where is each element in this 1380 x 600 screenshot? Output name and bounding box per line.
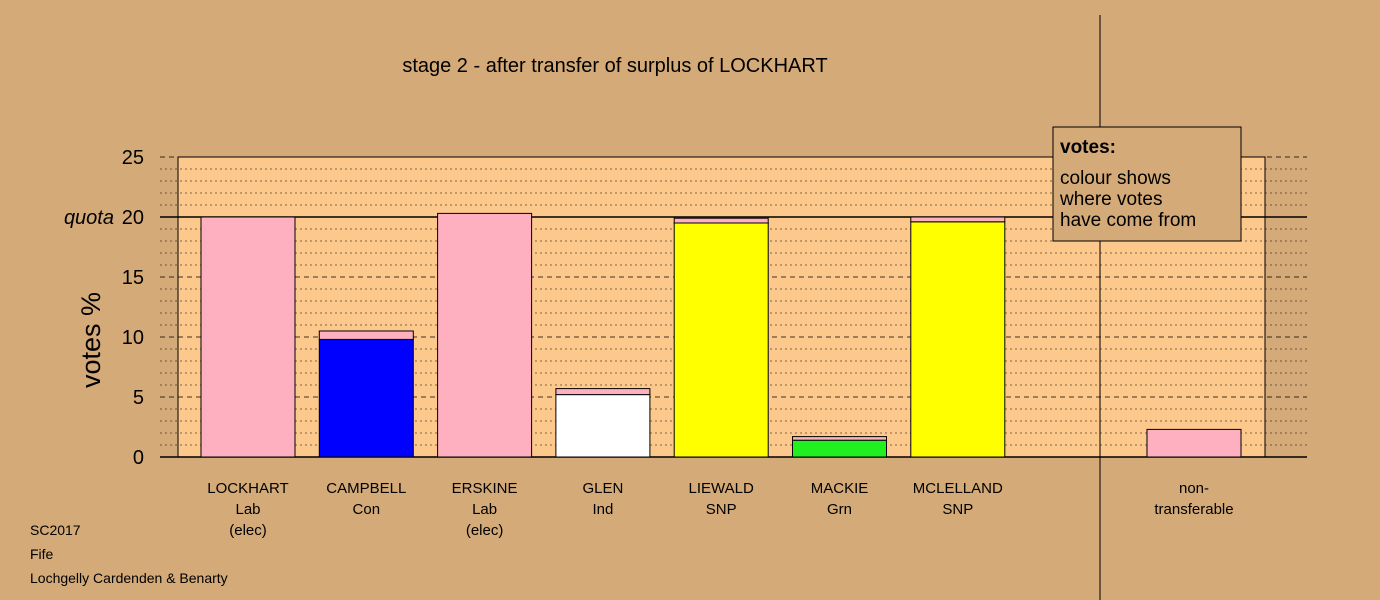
- legend-line-1: colour shows: [1060, 168, 1171, 189]
- non-transferable-label: transferable: [1154, 501, 1233, 518]
- bar-glen-ind: [555, 394, 651, 458]
- footer-line-3: Lochgelly Cardenden & Benarty: [30, 570, 228, 586]
- bar-non-transferable-lab: [1146, 428, 1242, 458]
- bar-glen-lab: [555, 388, 651, 396]
- bar-mackie-grn: [792, 439, 887, 458]
- bar-liewald-lab: [673, 217, 769, 224]
- candidate-name: ERSKINE: [452, 480, 518, 497]
- bar-erskine-lab: [437, 212, 533, 458]
- candidate-party: SNP: [706, 501, 737, 518]
- candidate-name: GLEN: [582, 480, 623, 497]
- legend-line-2: where votes: [1059, 189, 1162, 210]
- candidate-name: LOCKHART: [207, 480, 288, 497]
- bar-campbell-lab: [318, 330, 414, 340]
- footer-line-2: Fife: [30, 546, 54, 562]
- y-tick-label: 0: [133, 447, 144, 469]
- x-axis-labels: LOCKHART Lab (elec) CAMPBELL Con ERSKINE Lab (e…: [207, 480, 1233, 539]
- non-transferable-label: non-: [1179, 480, 1209, 497]
- bar-mclelland-lab: [910, 216, 1006, 223]
- bar-mackie-lab: [792, 436, 887, 441]
- chart-title: stage 2 - after transfer of surplus of L…: [402, 55, 827, 77]
- legend-box: votes: colour shows where votes have com…: [1052, 126, 1242, 242]
- candidate-note: (elec): [229, 522, 267, 539]
- candidate-party: SNP: [942, 501, 973, 518]
- legend-line-3: have come from: [1060, 210, 1196, 231]
- candidate-name: CAMPBELL: [326, 480, 406, 497]
- candidate-name: LIEWALD: [689, 480, 754, 497]
- candidate-name: MCLELLAND: [913, 480, 1003, 497]
- candidate-party: Lab: [472, 501, 497, 518]
- y-tick-label: 25: [122, 147, 144, 169]
- bar-lockhart-lab: [200, 216, 296, 458]
- bar-liewald-snp: [673, 222, 769, 458]
- bar-mclelland-snp: [910, 221, 1006, 458]
- y-tick-label: 15: [122, 267, 144, 289]
- candidate-party: Con: [353, 501, 381, 518]
- bars: [200, 212, 1242, 458]
- y-axis: 0 5 10 15 20 25 quota: [64, 147, 144, 469]
- candidate-party: Grn: [827, 501, 852, 518]
- candidate-party: Lab: [235, 501, 260, 518]
- y-tick-label: 5: [133, 387, 144, 409]
- quota-label: quota: [64, 207, 114, 229]
- y-tick-label: 20: [122, 207, 144, 229]
- bar-campbell-con: [318, 338, 414, 458]
- y-axis-label: votes %: [76, 292, 106, 388]
- legend-heading: votes:: [1060, 137, 1116, 158]
- candidate-note: (elec): [466, 522, 504, 539]
- candidate-party: Ind: [592, 501, 613, 518]
- footer-line-1: SC2017: [30, 522, 81, 538]
- y-tick-label: 10: [122, 327, 144, 349]
- candidate-name: MACKIE: [811, 480, 869, 497]
